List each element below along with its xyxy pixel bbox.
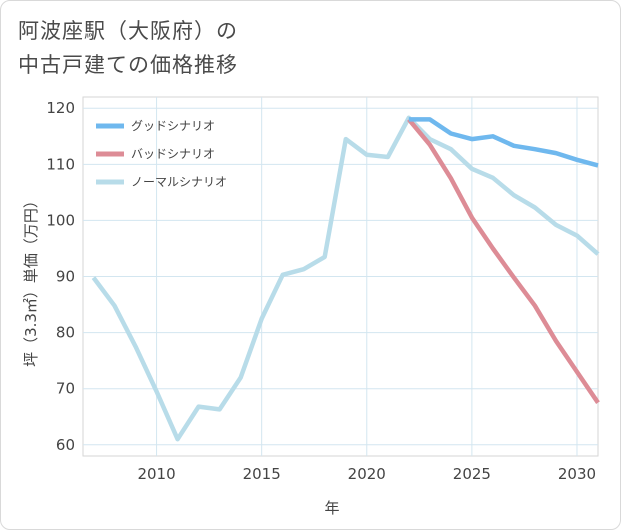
series-line-2 bbox=[91, 115, 600, 442]
chart-title: 阿波座駅（大阪府）の 中古戸建ての価格推移 bbox=[18, 14, 238, 82]
legend-label: グッドシナリオ bbox=[131, 119, 215, 133]
y-tick-label: 110 bbox=[46, 155, 75, 173]
title-line-2: 中古戸建ての価格推移 bbox=[18, 53, 238, 77]
y-tick-label: 100 bbox=[46, 211, 75, 229]
x-tick-label: 2020 bbox=[348, 465, 386, 483]
y-tick-label: 60 bbox=[56, 436, 75, 454]
x-axis-label: 年 bbox=[324, 499, 339, 517]
x-tick-label: 2015 bbox=[243, 465, 281, 483]
legend-label: バッドシナリオ bbox=[131, 147, 215, 161]
y-tick-label: 70 bbox=[56, 380, 75, 398]
y-axis-label: 坪（3.3㎡）単価（万円） bbox=[22, 193, 40, 367]
x-tick-label: 2030 bbox=[558, 465, 596, 483]
y-tick-label: 120 bbox=[46, 99, 75, 117]
legend-label: ノーマルシナリオ bbox=[131, 175, 227, 189]
y-tick-labels: 60 70 80 90 100 110 120 bbox=[46, 99, 75, 454]
series-line-1 bbox=[407, 117, 600, 404]
x-tick-label: 2010 bbox=[137, 465, 175, 483]
series-line-0 bbox=[408, 117, 599, 168]
x-tick-labels: 2010 2015 2020 2025 2030 bbox=[137, 465, 596, 483]
x-tick-label: 2025 bbox=[453, 465, 491, 483]
y-tick-label: 80 bbox=[56, 324, 75, 342]
series-lines bbox=[91, 115, 600, 442]
y-tick-label: 90 bbox=[56, 268, 75, 286]
title-line-1: 阿波座駅（大阪府）の bbox=[18, 19, 238, 43]
